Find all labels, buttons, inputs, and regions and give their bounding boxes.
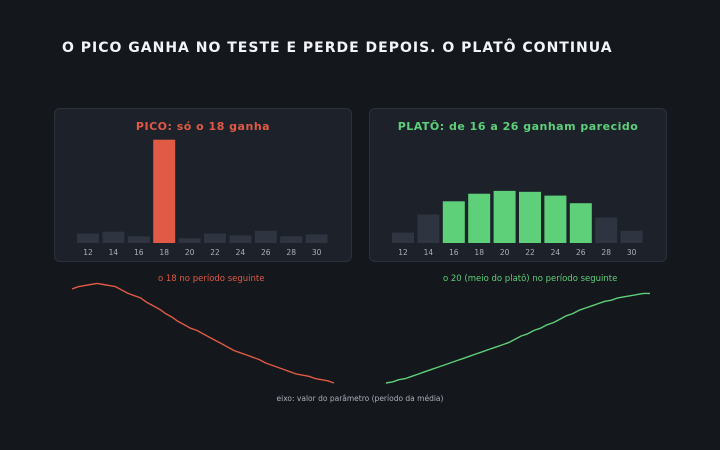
peak-bar: [153, 139, 176, 243]
plateau-chart-title: PLATÔ: de 16 a 26 ganham parecido: [397, 120, 639, 133]
peak-bar: [254, 230, 277, 243]
plateau-bar: [392, 232, 414, 243]
peak-tick-label: 18: [159, 248, 169, 257]
plateau-tick-label: 24: [551, 248, 561, 257]
peak-tick-label: 12: [83, 248, 93, 257]
peak-tick-label: 28: [286, 248, 296, 257]
peak-bar: [102, 231, 125, 243]
plateau-tick-label: 14: [424, 248, 434, 257]
peak-bar: [305, 234, 328, 243]
plateau-tick-label: 22: [525, 248, 535, 257]
peak-tick-label: 26: [261, 248, 271, 257]
peak-line-caption: o 18 no período seguinte: [158, 274, 265, 284]
peak-chart-title: PICO: só o 18 ganha: [135, 120, 271, 133]
peak-tick-label: 20: [185, 248, 195, 257]
peak-chart-panel: PICO: só o 18 ganha 12 14 16 18 20 22 24 26 28 30: [54, 108, 352, 262]
plateau-tick-label: 18: [474, 248, 484, 257]
peak-bar: [280, 236, 303, 243]
plateau-bar: [595, 217, 618, 243]
plateau-bar: [569, 203, 592, 243]
plateau-tick-label: 16: [449, 248, 459, 257]
plateau-tick-label: 26: [576, 248, 586, 257]
plateau-bar: [442, 201, 465, 243]
plateau-bar: [468, 193, 491, 243]
plateau-next-period-line: [385, 292, 650, 384]
peak-tick-label: 22: [210, 248, 220, 257]
plateau-line-caption: o 20 (meio do platô) no período seguinte: [443, 274, 618, 284]
plateau-tick-label: 12: [398, 248, 408, 257]
peak-bar: [127, 236, 150, 243]
peak-bar: [178, 238, 201, 243]
peak-tick-label: 24: [236, 248, 246, 257]
plateau-bar: [417, 214, 440, 243]
peak-bar: [204, 233, 226, 243]
plateau-tick-label: 28: [601, 248, 611, 257]
plateau-tick-label: 30: [627, 248, 637, 257]
peak-bar-chart: 12 14 16 18 20 22 24 26 28 30: [77, 139, 328, 257]
peak-tick-label: 14: [109, 248, 119, 257]
plateau-bar: [493, 190, 516, 243]
peak-bar: [229, 235, 252, 243]
plateau-bar-chart: 12 14 16 18 20 22 24 26 28 30: [392, 190, 643, 257]
peak-bar: [77, 233, 99, 243]
peak-tick-label: 30: [312, 248, 322, 257]
plateau-bar: [620, 230, 643, 243]
plateau-tick-label: 20: [500, 248, 510, 257]
page-title: O PICO GANHA NO TESTE E PERDE DEPOIS. O …: [62, 40, 613, 56]
plateau-bar: [519, 191, 541, 243]
peak-next-period-line: [71, 282, 335, 384]
plateau-chart-panel: PLATÔ: de 16 a 26 ganham parecido 12 14 16…: [369, 108, 667, 262]
peak-tick-label: 16: [134, 248, 144, 257]
plateau-bar: [544, 195, 567, 243]
axis-note: eixo: valor do parâmetro (período da méd…: [276, 394, 444, 403]
